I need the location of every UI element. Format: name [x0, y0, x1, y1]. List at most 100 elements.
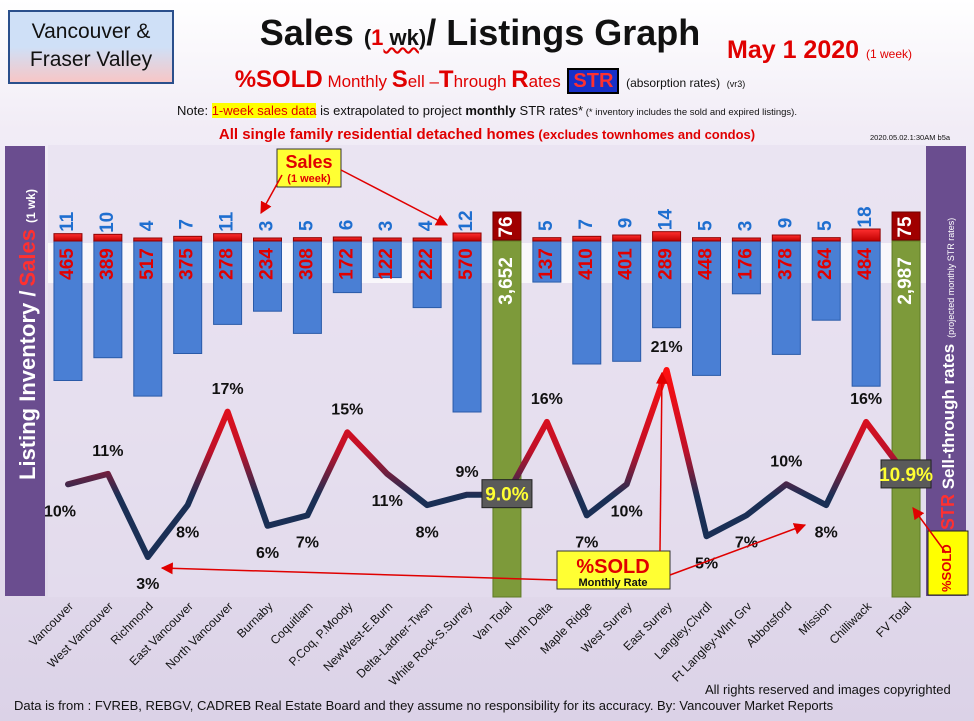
sales-bar: [253, 237, 282, 242]
sold-value-label: 10%: [770, 453, 802, 470]
sales-value-label: 5: [296, 220, 317, 231]
title-c: 1: [371, 25, 384, 50]
sales-bar: [532, 237, 562, 242]
left-label-panel: [5, 146, 45, 596]
sales-value-label: 75: [895, 216, 916, 238]
note-d: STR rates*: [515, 103, 584, 118]
sub-f: hrough: [453, 72, 512, 91]
subtitle: %SOLD Monthly Sell –Through Rates STR (a…: [190, 66, 790, 94]
sales-value-label: 14: [656, 209, 677, 231]
inventory-value-label: 137: [536, 248, 557, 280]
inventory-value-label: 172: [336, 248, 357, 280]
right-axis-label: STR Sell-through rates (projected monthly…: [938, 218, 958, 530]
right-sold-tag-text: %SOLD: [939, 544, 954, 592]
sales-bar: [452, 232, 482, 242]
sold-callout-title: %SOLD: [576, 556, 649, 578]
sold-value-label: 6%: [256, 545, 279, 562]
title-e: ): [418, 25, 427, 50]
sales-bar: [372, 237, 402, 242]
note-e: (* inventory includes the sold and expir…: [583, 107, 797, 118]
sold-value-label: 17%: [212, 381, 244, 398]
total-sold-box: [481, 479, 533, 509]
sold-value-label: 21%: [651, 339, 683, 356]
right-axis-label-c: (projected monthly STR rates): [946, 218, 956, 338]
inventory-bar: [452, 240, 482, 413]
inventory-bar: [133, 240, 163, 397]
plot-area: [48, 145, 926, 597]
date-sub: (1 week): [866, 47, 913, 61]
inventory-bar: [811, 240, 841, 321]
sold-value-label: 8%: [815, 524, 838, 541]
sold-value-label: 10%: [611, 503, 643, 520]
sales-value-label: 11: [217, 211, 238, 232]
inventory-bar: [53, 240, 83, 381]
sales-value-label: 3: [735, 221, 756, 232]
inventory-value-label: 410: [576, 248, 597, 280]
inventory-bar: [332, 240, 362, 294]
inventory-bar: [173, 240, 203, 354]
sold-value-label: 8%: [416, 524, 439, 541]
inventory-value-label: 465: [57, 248, 78, 280]
sales-bar: [731, 237, 761, 242]
right-axis-label-str: STR: [938, 494, 958, 530]
note-b: is extrapolated to project: [316, 103, 466, 118]
sales-arrow-right: [340, 169, 449, 226]
inventory-value-label: 122: [376, 248, 397, 280]
sub-e: T: [438, 66, 454, 93]
total-sold-box: [880, 459, 932, 489]
sales-bar: [292, 237, 322, 242]
inventory-bar: [292, 240, 322, 334]
scope-a: All single family residential detached h…: [218, 126, 535, 143]
inventory-value-label: 375: [177, 248, 198, 280]
inventory-value-label: 389: [97, 248, 118, 280]
sales-bar: [412, 237, 442, 242]
sales-value-label: 12: [456, 210, 477, 231]
left-axis-label: Listing Inventory / Sales (1 wk): [15, 189, 40, 480]
sales-value-label: 10: [97, 212, 118, 233]
inventory-value-label: 378: [775, 248, 796, 280]
inventory-value-label: 234: [257, 248, 278, 280]
sales-callout-title: Sales: [285, 152, 332, 172]
inventory-value-label: 278: [217, 248, 238, 280]
sales-bar: [652, 231, 682, 242]
title-b: (: [363, 25, 372, 50]
left-axis-label-c: (1 wk): [24, 189, 38, 223]
sales-bar: [173, 235, 203, 242]
inventory-value-label: 3,652: [496, 257, 517, 305]
inventory-value-label: 289: [656, 248, 677, 280]
bars-group: [53, 240, 921, 598]
inventory-value-label: 2,987: [895, 257, 916, 305]
x-tick-label: Chilliwack: [827, 599, 875, 647]
x-tick-label: FV Total: [873, 599, 914, 640]
sales-value-label: 9: [775, 218, 796, 229]
sold-callout-sub: Monthly Rate: [578, 577, 647, 589]
sales-callout-sub: (1 week): [287, 173, 331, 185]
region-box: Vancouver & Fraser Valley: [8, 10, 174, 84]
sales-bar: [612, 234, 642, 242]
sold-value-label: 9%: [455, 464, 478, 481]
sales-bar: [213, 233, 243, 242]
sold-value-label: 3%: [136, 576, 159, 593]
inventory-value-label: 264: [815, 248, 836, 280]
sales-value-label: 7: [576, 219, 597, 230]
sales-value-label: 18: [855, 206, 876, 227]
inventory-bar: [692, 240, 721, 376]
inventory-bar: [213, 240, 243, 325]
sales-value-label: 76: [496, 216, 517, 237]
sales-bar: [93, 233, 123, 242]
sold-value-label: 11%: [92, 443, 123, 460]
title-a: Sales: [259, 12, 364, 53]
sales-value-label: 3: [376, 221, 397, 232]
inventory-bar: [93, 240, 123, 359]
x-tick-label: Ft Langley-Wlnt Grv: [669, 599, 754, 684]
left-axis-label-a: Listing Inventory /: [15, 291, 40, 480]
sales-bar: [53, 233, 83, 242]
scope-b: (excludes townhomes and condos): [534, 127, 756, 142]
sold-value-label: 10%: [44, 503, 76, 520]
sales-bar: [851, 228, 881, 242]
right-axis-label-b: Sell-through rates: [939, 344, 958, 494]
inventory-bar: [612, 240, 642, 362]
sales-value-label: 4: [137, 220, 158, 231]
page-title: Sales (1 wk)/ Listings Graph: [190, 12, 770, 54]
